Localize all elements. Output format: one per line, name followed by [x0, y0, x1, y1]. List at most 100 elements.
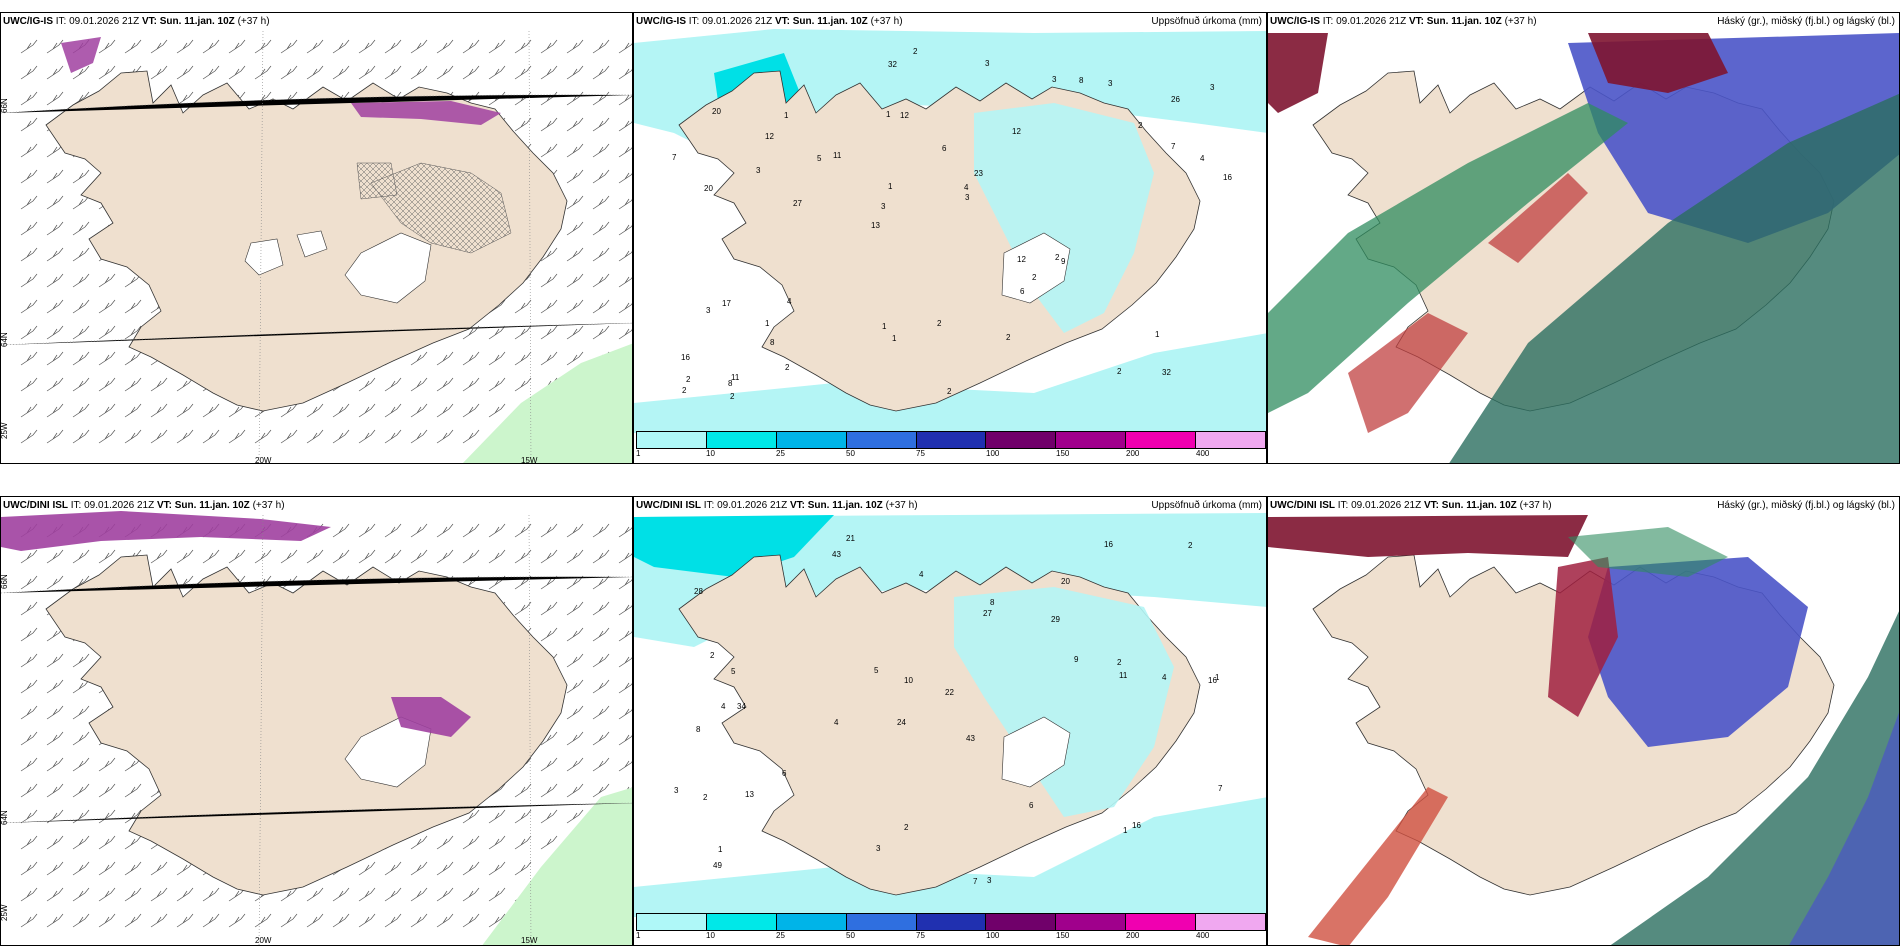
- precip-value-label: 3: [756, 166, 761, 175]
- precip-value-label: 9: [1061, 257, 1066, 266]
- wind-barb: [514, 117, 532, 132]
- colorbar-swatch: [637, 432, 707, 448]
- precip-value-label: 16: [1132, 821, 1141, 830]
- precip-value-label: 2: [1138, 121, 1143, 130]
- wind-barb: [46, 705, 64, 720]
- wind-barb: [540, 549, 558, 564]
- glacier: [1001, 232, 1071, 304]
- colorbar-swatch: [916, 432, 987, 448]
- wind-barb: [228, 65, 246, 80]
- precip-value-label: 27: [793, 199, 802, 208]
- wind-barb: [592, 91, 610, 106]
- wind-barb: [540, 783, 558, 798]
- map-panel-igis-clouds: UWC/IG-IS IT: 09.01.2026 21Z VT: Sun. 11…: [1267, 12, 1900, 464]
- wind-barb: [72, 273, 90, 288]
- colorbar-ticks: 1 10 25 50 75 100 150 200 400: [636, 449, 1266, 461]
- precip-value-label: 43: [966, 734, 975, 743]
- wind-barb: [280, 913, 298, 928]
- wind-barb: [488, 39, 506, 54]
- wind-barb: [20, 679, 38, 694]
- precip-value-label: 23: [974, 169, 983, 178]
- colorbar: [636, 913, 1266, 931]
- wind-barb: [384, 65, 402, 80]
- wind-barb: [72, 221, 90, 236]
- map-canvas: 66N 64N 25W 20W 15W: [1, 511, 632, 945]
- wind-barb: [72, 299, 90, 314]
- wind-barb: [488, 861, 506, 876]
- precip-value-label: 3: [987, 876, 992, 885]
- precip-value-label: 12: [1017, 255, 1026, 264]
- wind-barb: [592, 273, 610, 288]
- precip-value-label: 12: [765, 132, 774, 141]
- panel-header: UWC/DINI ISL IT: 09.01.2026 21Z VT: Sun.…: [1270, 500, 1552, 511]
- panel-subtitle: Uppsöfnuð úrkoma (mm): [1151, 500, 1262, 511]
- precip-value-label: 3: [1052, 75, 1057, 84]
- colorbar-swatch: [706, 432, 777, 448]
- wind-barb: [618, 328, 632, 340]
- wind-barb: [540, 39, 558, 54]
- wind-barb: [462, 887, 480, 902]
- wind-barb: [202, 39, 220, 54]
- wind-barb: [384, 39, 402, 54]
- wind-barb: [176, 91, 194, 106]
- wind-barb: [98, 377, 116, 392]
- wind-barb: [410, 65, 428, 80]
- wind-barb: [46, 575, 64, 590]
- wind-barb: [592, 783, 610, 798]
- precip-value-label: 11: [1119, 671, 1128, 680]
- map-panel-dini-clouds: UWC/DINI ISL IT: 09.01.2026 21Z VT: Sun.…: [1267, 496, 1900, 946]
- precip-value-label: 1: [1215, 673, 1220, 682]
- precip-value-label: 4: [964, 183, 969, 192]
- mid-cloud: [1268, 515, 1588, 557]
- wind-barb: [592, 299, 610, 314]
- colorbar-swatch: [916, 914, 987, 930]
- wind-barb: [72, 887, 90, 902]
- wind-barb: [306, 39, 324, 54]
- wind-barb: [72, 377, 90, 392]
- wind-barb: [566, 601, 584, 616]
- wind-barb: [488, 325, 506, 340]
- wind-barb: [98, 429, 116, 444]
- mid-cloud: [1548, 557, 1618, 717]
- wind-barb: [46, 169, 64, 184]
- wind-barb: [72, 403, 90, 418]
- precip-value-label: 1: [784, 111, 789, 120]
- precip-value-label: 24: [897, 718, 906, 727]
- lat-label: 64N: [1, 332, 9, 347]
- wind-barb: [72, 679, 90, 694]
- precip-value-label: 26: [1171, 95, 1180, 104]
- glacier: [1001, 716, 1071, 788]
- wind-barb: [72, 91, 90, 106]
- precip-value-label: 5: [731, 667, 736, 676]
- wind-barb: [20, 377, 38, 392]
- wind-barb: [72, 757, 90, 772]
- precip-value-label: 1: [718, 845, 723, 854]
- wind-barb: [46, 809, 64, 824]
- wind-barb: [46, 549, 64, 564]
- wind-barb: [514, 601, 532, 616]
- wind-barb: [592, 195, 610, 210]
- wind-barb: [150, 913, 168, 928]
- mid-cloud: [1268, 33, 1328, 113]
- wind-barb: [46, 377, 64, 392]
- wind-barb: [566, 523, 584, 538]
- wind-barb: [98, 861, 116, 876]
- wind-barb: [618, 146, 632, 158]
- wind-barb: [436, 549, 454, 564]
- wind-barb: [46, 861, 64, 876]
- wind-barb: [514, 65, 532, 80]
- wind-barb: [46, 429, 64, 444]
- wind-barb: [124, 299, 142, 314]
- colorbar-tick-label: 25: [776, 931, 785, 940]
- wind-barb: [124, 377, 142, 392]
- wind-barb: [98, 39, 116, 54]
- wind-barb: [384, 913, 402, 928]
- precip-value-label: 1: [892, 334, 897, 343]
- precip-value-label: 16: [1223, 173, 1232, 182]
- wind-barb: [98, 299, 116, 314]
- wind-barb: [20, 575, 38, 590]
- wind-barb: [540, 627, 558, 642]
- wind-barb: [46, 403, 64, 418]
- precip-value-label: 43: [832, 550, 841, 559]
- wind-barb: [254, 913, 272, 928]
